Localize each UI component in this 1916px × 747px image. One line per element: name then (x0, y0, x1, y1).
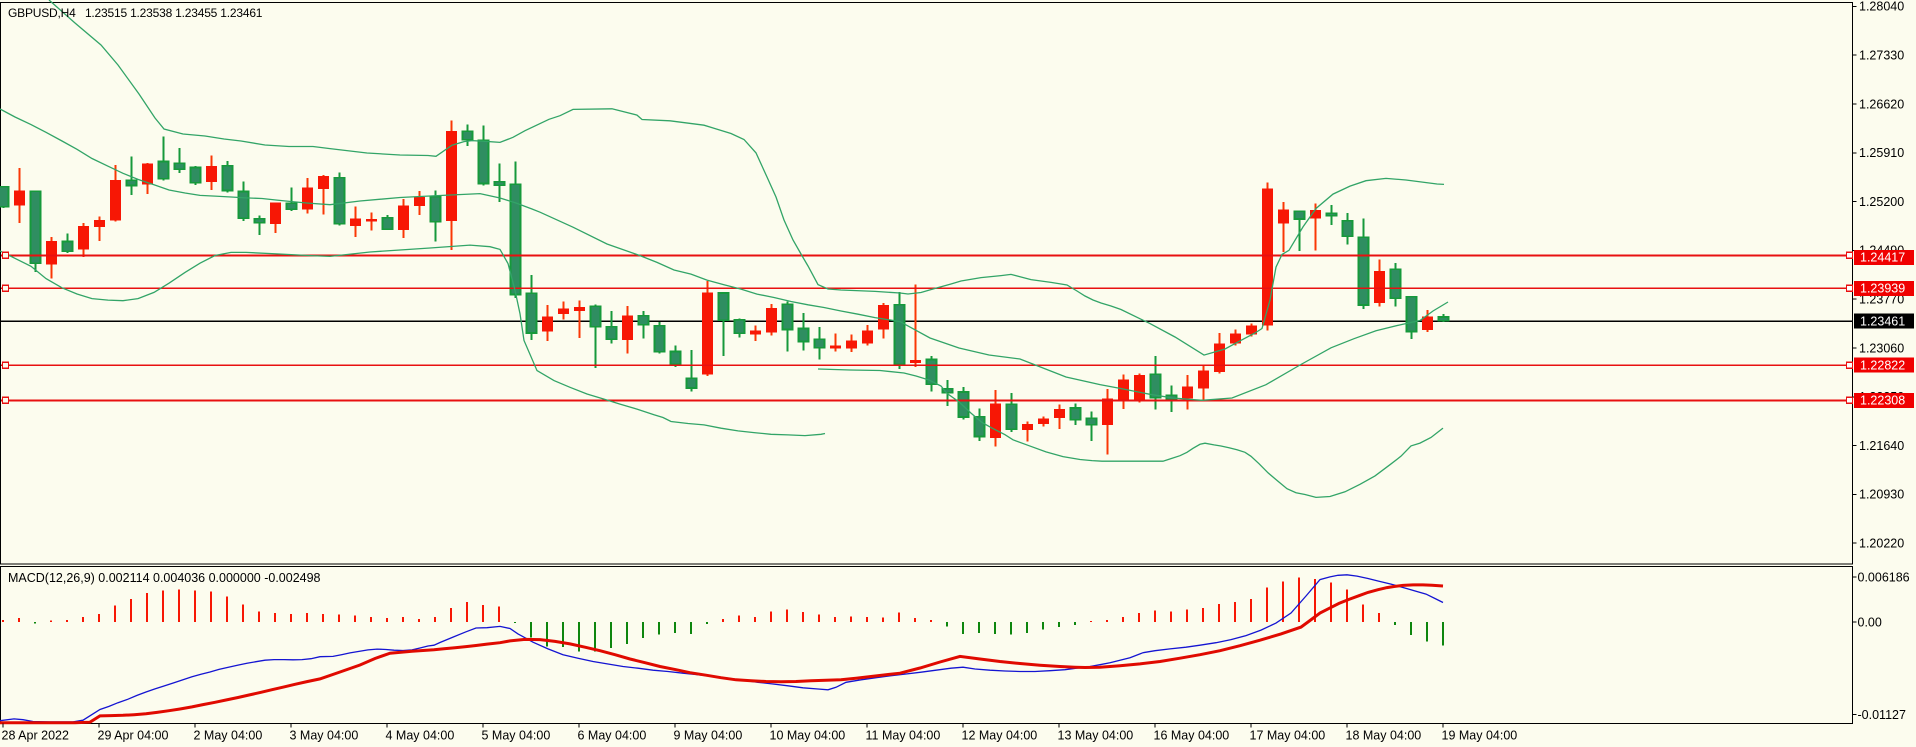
svg-text:16 May 04:00: 16 May 04:00 (1154, 729, 1230, 743)
svg-text:13 May 04:00: 13 May 04:00 (1058, 729, 1134, 743)
svg-text:28 Apr 2022: 28 Apr 2022 (2, 729, 69, 743)
svg-text:1.25910: 1.25910 (1859, 146, 1904, 160)
svg-text:1.26620: 1.26620 (1859, 97, 1904, 111)
svg-text:1.23461: 1.23461 (1860, 314, 1905, 328)
svg-text:1.20930: 1.20930 (1859, 488, 1904, 502)
svg-text:1.23770: 1.23770 (1859, 293, 1904, 307)
svg-text:4 May 04:00: 4 May 04:00 (386, 729, 455, 743)
svg-text:1.23939: 1.23939 (1860, 282, 1905, 296)
svg-text:17 May 04:00: 17 May 04:00 (1250, 729, 1326, 743)
svg-text:19 May 04:00: 19 May 04:00 (1442, 729, 1518, 743)
svg-text:0.006186: 0.006186 (1858, 570, 1910, 584)
svg-text:MACD(12,26,9) 0.002114 0.00403: MACD(12,26,9) 0.002114 0.004036 0.000000… (8, 571, 321, 585)
svg-text:1.21640: 1.21640 (1859, 439, 1904, 453)
svg-text:1.22308: 1.22308 (1860, 394, 1905, 408)
svg-text:1.28040: 1.28040 (1859, 0, 1904, 14)
svg-text:GBPUSD,H4 1.23515 1.23538 1.: GBPUSD,H4 1.23515 1.23538 1.23455 1.2346… (8, 6, 263, 20)
svg-text:3 May 04:00: 3 May 04:00 (290, 729, 359, 743)
svg-text:6 May 04:00: 6 May 04:00 (578, 729, 647, 743)
svg-text:1.25200: 1.25200 (1859, 195, 1904, 209)
svg-text:-0.01127: -0.01127 (1858, 708, 1906, 722)
svg-text:1.27330: 1.27330 (1859, 49, 1904, 63)
svg-text:18 May 04:00: 18 May 04:00 (1346, 729, 1422, 743)
svg-text:1.24417: 1.24417 (1860, 251, 1905, 265)
svg-text:11 May 04:00: 11 May 04:00 (866, 729, 941, 743)
svg-text:1.22822: 1.22822 (1860, 358, 1905, 372)
svg-text:5 May 04:00: 5 May 04:00 (482, 729, 551, 743)
svg-text:9 May 04:00: 9 May 04:00 (674, 729, 743, 743)
svg-text:12 May 04:00: 12 May 04:00 (962, 729, 1038, 743)
svg-text:0.00: 0.00 (1858, 615, 1882, 629)
svg-text:10 May 04:00: 10 May 04:00 (770, 729, 846, 743)
svg-text:1.20220: 1.20220 (1859, 537, 1904, 551)
svg-text:2 May 04:00: 2 May 04:00 (194, 729, 263, 743)
svg-text:29 Apr 04:00: 29 Apr 04:00 (98, 729, 169, 743)
svg-text:1.23060: 1.23060 (1859, 341, 1904, 355)
